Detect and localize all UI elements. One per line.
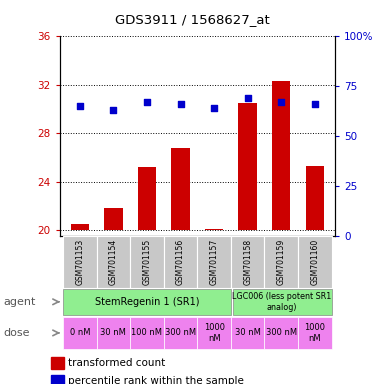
Text: GDS3911 / 1568627_at: GDS3911 / 1568627_at bbox=[115, 13, 270, 26]
Point bbox=[211, 105, 217, 111]
Text: 300 nM: 300 nM bbox=[165, 328, 196, 338]
Bar bbox=[238, 103, 257, 230]
Point bbox=[77, 103, 83, 109]
Bar bbox=[264, 317, 298, 349]
Bar bbox=[298, 317, 331, 349]
Bar bbox=[97, 236, 130, 288]
Bar bbox=[306, 166, 324, 230]
Text: transformed count: transformed count bbox=[68, 358, 166, 368]
Point bbox=[312, 101, 318, 108]
Bar bbox=[264, 236, 298, 288]
Text: dose: dose bbox=[4, 328, 30, 338]
Bar bbox=[298, 236, 331, 288]
Text: 30 nM: 30 nM bbox=[100, 328, 126, 338]
Bar bbox=[171, 148, 190, 230]
Bar bbox=[205, 229, 223, 230]
Bar bbox=[70, 224, 89, 230]
Bar bbox=[233, 289, 331, 314]
Bar bbox=[130, 236, 164, 288]
Text: LGC006 (less potent SR1
analog): LGC006 (less potent SR1 analog) bbox=[233, 292, 332, 311]
Text: GSM701159: GSM701159 bbox=[277, 239, 286, 285]
Text: GSM701153: GSM701153 bbox=[75, 239, 84, 285]
Text: GSM701155: GSM701155 bbox=[142, 239, 151, 285]
Text: 1000
nM: 1000 nM bbox=[304, 323, 325, 343]
Text: agent: agent bbox=[4, 297, 36, 307]
Text: GSM701158: GSM701158 bbox=[243, 239, 252, 285]
Bar bbox=[104, 209, 122, 230]
Point bbox=[177, 101, 184, 108]
Bar bbox=[63, 289, 231, 314]
Bar bbox=[164, 236, 197, 288]
Text: StemRegenin 1 (SR1): StemRegenin 1 (SR1) bbox=[95, 297, 199, 307]
Bar bbox=[130, 317, 164, 349]
Point bbox=[110, 107, 117, 113]
Bar bbox=[164, 317, 197, 349]
Bar bbox=[138, 167, 156, 230]
Text: GSM701156: GSM701156 bbox=[176, 239, 185, 285]
Bar bbox=[231, 236, 264, 288]
Text: percentile rank within the sample: percentile rank within the sample bbox=[68, 376, 244, 384]
Text: GSM701157: GSM701157 bbox=[209, 239, 219, 285]
Bar bbox=[197, 236, 231, 288]
Text: GSM701160: GSM701160 bbox=[310, 239, 319, 285]
Bar bbox=[272, 81, 290, 230]
Bar bbox=[63, 317, 97, 349]
Bar bbox=[231, 317, 264, 349]
Bar bbox=[63, 236, 97, 288]
Bar bbox=[197, 317, 231, 349]
Text: GSM701154: GSM701154 bbox=[109, 239, 118, 285]
Text: 300 nM: 300 nM bbox=[266, 328, 297, 338]
Text: 100 nM: 100 nM bbox=[131, 328, 162, 338]
Text: 30 nM: 30 nM bbox=[235, 328, 261, 338]
Text: 0 nM: 0 nM bbox=[70, 328, 90, 338]
Point bbox=[144, 99, 150, 106]
Point bbox=[278, 99, 284, 106]
Point bbox=[244, 95, 251, 101]
Bar bbox=[51, 357, 64, 369]
Bar bbox=[51, 375, 64, 384]
Text: 1000
nM: 1000 nM bbox=[204, 323, 224, 343]
Bar bbox=[97, 317, 130, 349]
